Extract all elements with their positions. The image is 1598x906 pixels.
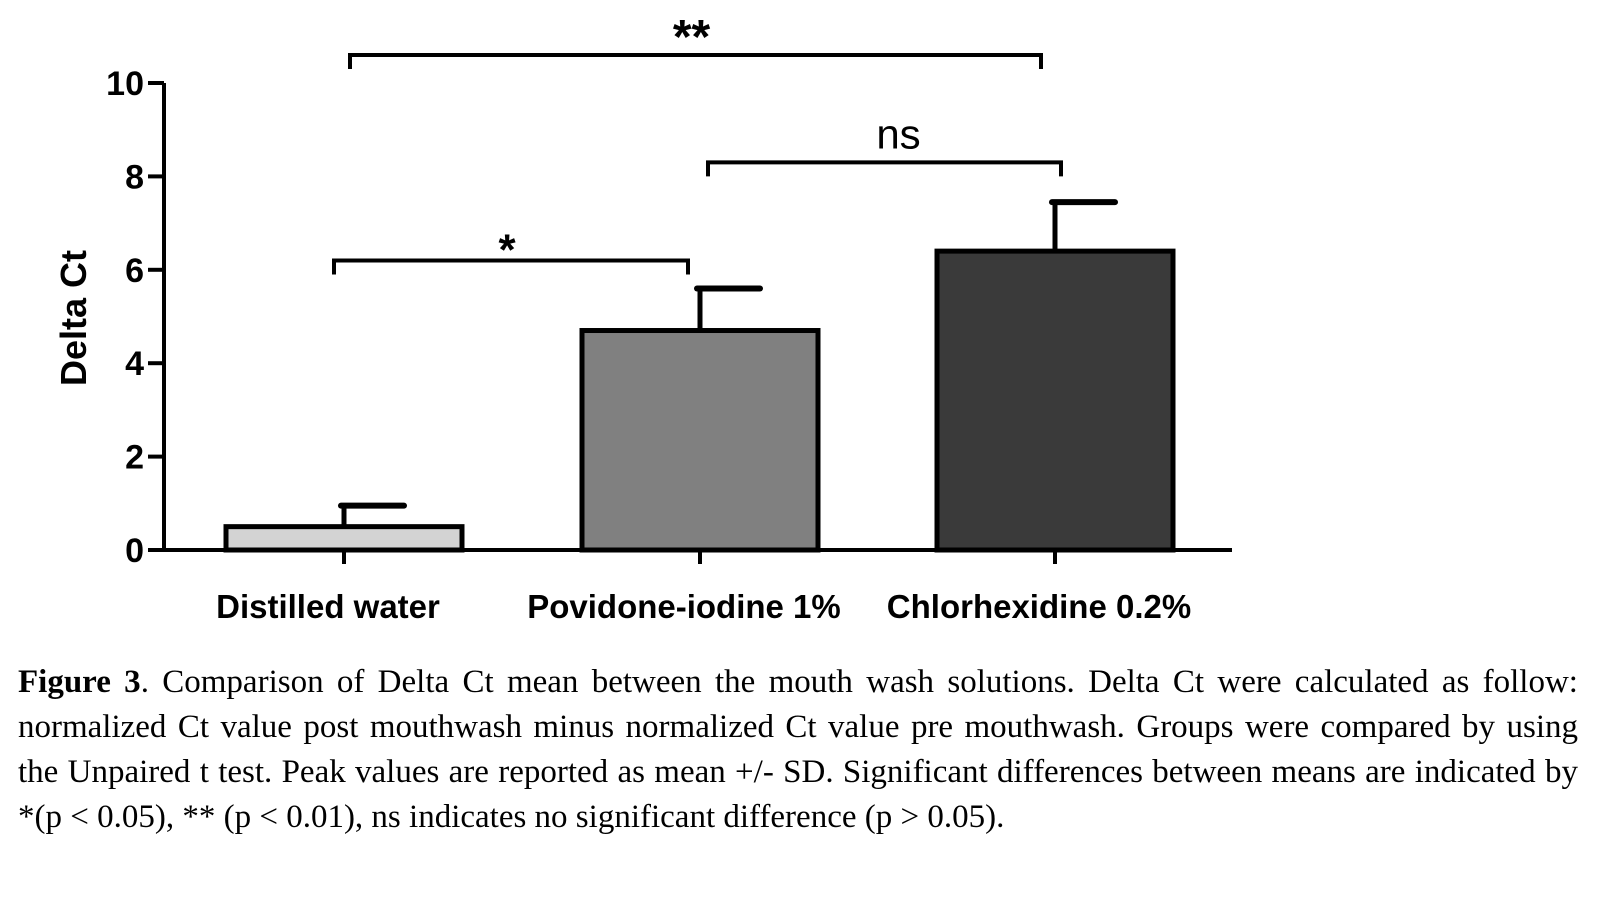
significance-label: ** [673, 11, 711, 64]
significance-label: ns [876, 110, 920, 157]
bar [934, 248, 1176, 553]
y-tick-label: 6 [125, 252, 144, 290]
y-tick-label: 0 [125, 532, 144, 570]
y-tick-label: 8 [125, 158, 144, 196]
bar [579, 328, 821, 553]
significance-label: * [498, 225, 516, 274]
y-tick-label: 4 [125, 345, 144, 383]
y-axis-label: Delta Ct [53, 250, 94, 386]
caption-text: . Comparison of Delta Ct mean between th… [18, 664, 1578, 835]
figure-caption: Figure 3. Comparison of Delta Ct mean be… [18, 660, 1578, 840]
x-category-label: Distilled water [216, 588, 440, 625]
x-category-label: Chlorhexidine 0.2% [887, 588, 1191, 625]
figure-label: Figure 3 [18, 664, 141, 700]
y-tick-label: 2 [125, 439, 144, 477]
significance-bracket [706, 160, 1063, 177]
significance-bracket [348, 52, 1043, 69]
y-tick-label: 10 [106, 65, 144, 103]
y-axis: 0 2 4 6 8 10 [106, 65, 166, 570]
x-axis: Distilled water Povidone-iodine 1% Chlorhe… [162, 548, 1232, 625]
bars [223, 199, 1176, 553]
significance-brackets: * ns ** [332, 11, 1063, 275]
bar-chart: 0 2 4 6 8 10 * ns ** Distilled water Povidone-io… [53, 11, 1232, 625]
bar [223, 524, 465, 553]
x-category-label: Povidone-iodine 1% [527, 588, 841, 625]
significance-bracket [332, 258, 690, 275]
